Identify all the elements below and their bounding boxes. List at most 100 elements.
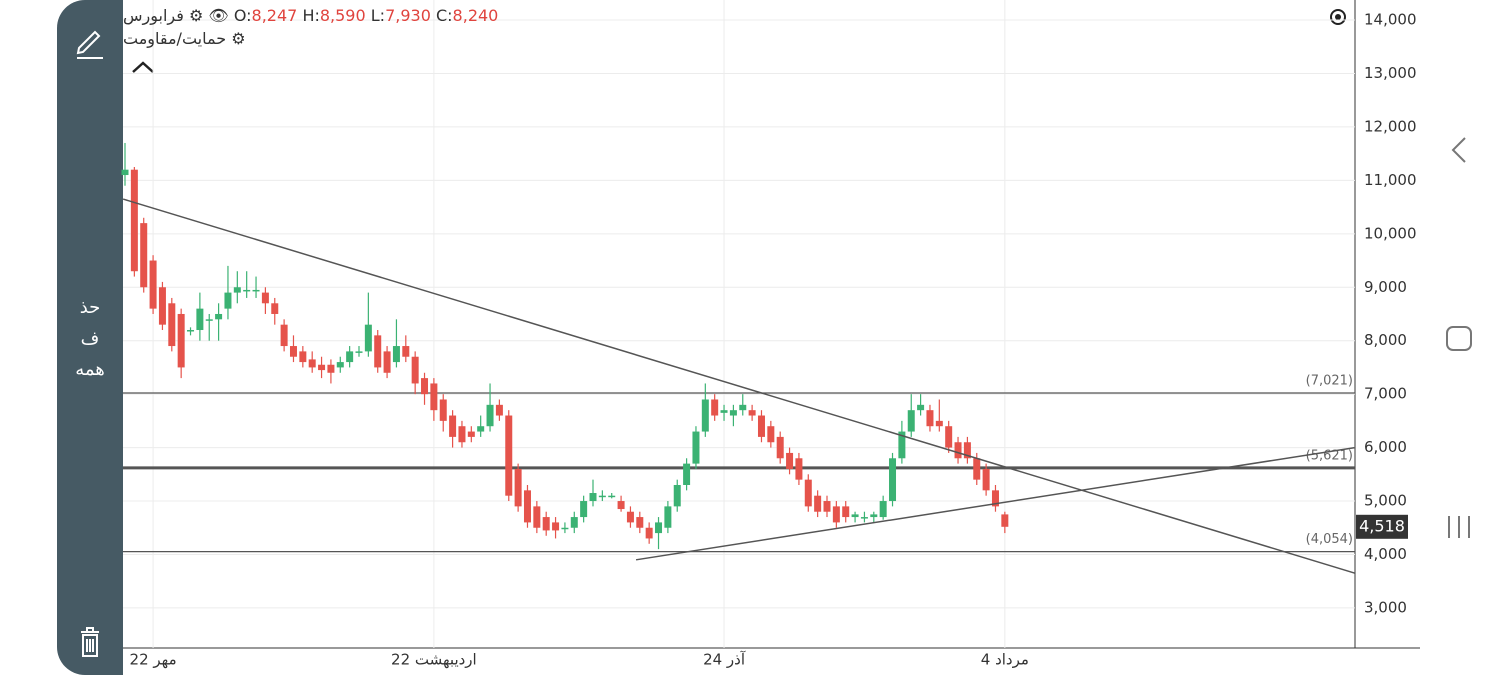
candle-body	[786, 452, 794, 469]
y-tick-label: 13,000	[1364, 64, 1417, 82]
candle-body	[598, 495, 606, 498]
candle-body	[898, 431, 906, 459]
candle-body	[215, 313, 223, 320]
candle-body	[973, 458, 981, 480]
candle-body	[289, 346, 297, 357]
candle-body	[430, 383, 438, 411]
ohlc-value: 8,240	[452, 6, 499, 25]
candle-body	[626, 511, 634, 523]
candle-body	[149, 260, 157, 309]
candle-body	[327, 364, 335, 373]
ohlc-key: C:	[435, 6, 453, 25]
candle-body	[271, 303, 279, 314]
candle-body	[140, 223, 148, 288]
crosshair-icon[interactable]	[1330, 9, 1346, 25]
nav-back[interactable]	[1451, 137, 1466, 163]
candle-body	[767, 426, 775, 443]
nav-recent[interactable]	[1448, 516, 1470, 538]
y-tick-label: 5,000	[1364, 492, 1407, 510]
candle-body	[608, 495, 616, 498]
level-label: (7,021)	[1306, 374, 1353, 389]
ohlc-key: H:	[302, 6, 320, 25]
y-tick-label: 6,000	[1364, 438, 1407, 456]
y-tick-label: 10,000	[1364, 224, 1417, 242]
candle-body	[954, 442, 962, 459]
candle-body	[523, 490, 531, 523]
candle-body	[570, 517, 578, 528]
candle-body	[589, 493, 597, 502]
candle-body	[392, 346, 400, 363]
candle-body	[346, 351, 354, 363]
ohlc-value: 8,247	[251, 6, 298, 25]
y-tick-label: 8,000	[1364, 331, 1407, 349]
plot-area	[123, 0, 1355, 648]
candle-body	[645, 527, 653, 539]
candle-body	[495, 404, 503, 416]
candle-body	[411, 356, 419, 384]
candle-body	[514, 468, 522, 507]
candle-body	[505, 415, 513, 496]
candle-body	[364, 324, 372, 352]
candle-body	[757, 415, 765, 437]
level-label: (5,621)	[1306, 448, 1353, 463]
candle-body	[945, 426, 953, 448]
candle-body	[991, 490, 999, 507]
ohlc-key: L:	[370, 6, 386, 25]
candle-body	[542, 517, 550, 531]
candle-body	[355, 351, 363, 353]
candle-body	[449, 415, 457, 437]
candle-body	[889, 458, 897, 502]
candle-body	[421, 378, 429, 395]
candle-body	[748, 410, 756, 416]
candle-body	[252, 289, 260, 292]
edit-icon[interactable]	[57, 14, 123, 74]
candle-body	[158, 287, 166, 325]
candle-body	[402, 346, 410, 357]
candle-body	[299, 351, 307, 363]
candle-body	[486, 404, 494, 427]
candle-body	[458, 426, 466, 443]
candle-body	[879, 501, 887, 518]
candle-body	[187, 330, 195, 332]
candle-body	[318, 364, 326, 371]
x-tick-label: 24 آذر	[703, 651, 746, 669]
y-tick-label: 3,000	[1364, 598, 1407, 616]
candle-body	[804, 479, 812, 507]
candle-body	[533, 506, 541, 528]
header: فرابورس ⚙ 👁 O:8,247 H:8,590 L:7,930 C:8,…	[123, 6, 498, 48]
candle-body	[982, 468, 990, 491]
delete-all[interactable]: حذ ف همه	[57, 292, 123, 385]
candle-body	[720, 410, 728, 413]
candle-body	[580, 501, 588, 518]
candle-body	[739, 404, 747, 411]
candle-body	[439, 399, 447, 421]
x-tick-label: 4 مرداد	[981, 651, 1029, 669]
header-row: فرابورس ⚙ 👁 O:8,247 H:8,590 L:7,930 C:8,…	[123, 6, 499, 25]
candle-body	[907, 410, 915, 432]
candle-body	[383, 351, 391, 373]
candle-body	[776, 436, 784, 459]
candle-body	[261, 292, 269, 304]
ohlc-key: O:	[233, 6, 252, 25]
candle-body	[692, 431, 700, 464]
candle-body	[673, 484, 681, 507]
candle-body	[842, 506, 850, 518]
collapse-icon[interactable]	[132, 61, 154, 73]
candle-body	[683, 463, 691, 485]
price-tag	[1356, 514, 1408, 539]
candle-body	[935, 420, 943, 427]
indicator: حمایت/مقاومت	[123, 29, 227, 48]
candle-body	[243, 289, 251, 292]
y-tick-label: 4,000	[1364, 545, 1407, 563]
candle-body	[917, 404, 925, 411]
nav-home[interactable]	[1446, 326, 1472, 351]
x-tick-label: 22 اردیبهشت	[391, 651, 477, 669]
symbol: فرابورس	[123, 6, 184, 25]
candle-body	[224, 292, 232, 309]
trash-icon[interactable]	[57, 622, 123, 662]
candle-body	[477, 426, 485, 432]
delete-all-line: ف	[80, 328, 100, 349]
y-tick-label: 11,000	[1364, 171, 1417, 189]
